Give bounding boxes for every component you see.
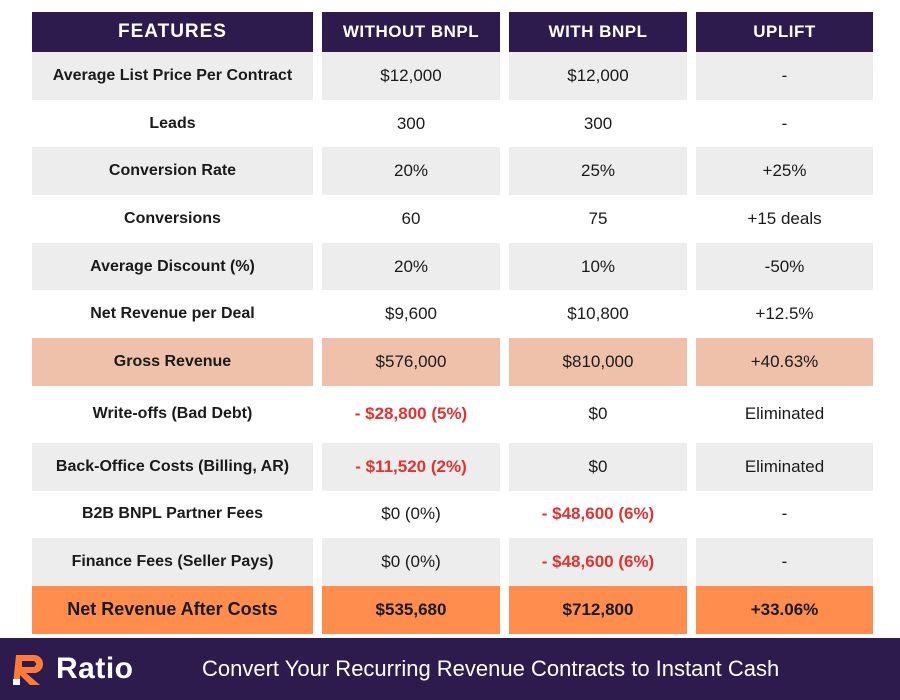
comparison-table: FEATURES WITHOUT BNPL WITH BNPL UPLIFT A… <box>32 12 874 634</box>
uplift-value: - <box>696 99 873 148</box>
feature-label: Conversion Rate <box>32 147 313 196</box>
table-header: FEATURES WITHOUT BNPL WITH BNPL UPLIFT <box>32 12 874 52</box>
with-value: $10,800 <box>509 290 687 339</box>
uplift-value: Eliminated <box>696 442 873 491</box>
logo-text: Ratio <box>56 652 134 685</box>
uplift-value: - <box>696 490 873 539</box>
without-value: 20% <box>322 242 500 291</box>
with-value: $810,000 <box>509 338 687 386</box>
feature-label: B2B BNPL Partner Fees <box>32 490 313 539</box>
uplift-value: +12.5% <box>696 290 873 339</box>
table-row: Net Revenue per Deal $9,600 $10,800 +12.… <box>32 290 874 339</box>
header-without-bnpl: WITHOUT BNPL <box>322 12 500 52</box>
without-value: $9,600 <box>322 290 500 339</box>
without-value: 300 <box>322 99 500 148</box>
without-value: - $11,520 (2%) <box>322 442 500 491</box>
with-value: 10% <box>509 242 687 291</box>
with-value: $12,000 <box>509 52 687 100</box>
with-value: - $48,600 (6%) <box>509 538 687 586</box>
table-row: Conversions 60 75 +15 deals <box>32 195 874 243</box>
gross-revenue-row: Gross Revenue $576,000 $810,000 +40.63% <box>32 338 874 386</box>
with-value: 300 <box>509 99 687 148</box>
feature-label: Write-offs (Bad Debt) <box>32 385 313 443</box>
uplift-value: +25% <box>696 147 873 196</box>
with-value: 25% <box>509 147 687 196</box>
table-row: Average List Price Per Contract $12,000 … <box>32 52 874 100</box>
uplift-value: -50% <box>696 242 873 291</box>
feature-label: Conversions <box>32 195 313 243</box>
uplift-value: Eliminated <box>696 385 873 443</box>
feature-label: Leads <box>32 99 313 148</box>
table-row: Finance Fees (Seller Pays) $0 (0%) - $48… <box>32 538 874 586</box>
uplift-value: +40.63% <box>696 338 873 386</box>
with-value: $712,800 <box>509 585 687 634</box>
uplift-value: +15 deals <box>696 195 873 243</box>
table-row: Write-offs (Bad Debt) - $28,800 (5%) $0 … <box>32 385 874 443</box>
feature-label: Back-Office Costs (Billing, AR) <box>32 442 313 491</box>
table-row: Conversion Rate 20% 25% +25% <box>32 147 874 196</box>
without-value: - $28,800 (5%) <box>322 385 500 443</box>
with-value: $0 <box>509 385 687 443</box>
uplift-value: - <box>696 538 873 586</box>
table-row: B2B BNPL Partner Fees $0 (0%) - $48,600 … <box>32 490 874 539</box>
feature-label: Net Revenue per Deal <box>32 290 313 339</box>
table-row: Leads 300 300 - <box>32 99 874 148</box>
without-value: $535,680 <box>322 585 500 634</box>
ratio-r-icon <box>13 655 43 685</box>
table-row: Back-Office Costs (Billing, AR) - $11,52… <box>32 442 874 491</box>
ratio-logo: Ratio <box>10 649 180 689</box>
uplift-value: +33.06% <box>696 585 873 634</box>
header-with-bnpl: WITH BNPL <box>509 12 687 52</box>
without-value: $576,000 <box>322 338 500 386</box>
without-value: $12,000 <box>322 52 500 100</box>
with-value: $0 <box>509 442 687 491</box>
header-features: FEATURES <box>32 12 313 52</box>
net-revenue-row: Net Revenue After Costs $535,680 $712,80… <box>32 585 874 634</box>
without-value: 20% <box>322 147 500 196</box>
without-value: $0 (0%) <box>322 490 500 539</box>
feature-label: Net Revenue After Costs <box>32 585 313 634</box>
with-value: 75 <box>509 195 687 243</box>
tagline: Convert Your Recurring Revenue Contracts… <box>202 656 780 681</box>
with-value: - $48,600 (6%) <box>509 490 687 539</box>
header-uplift: UPLIFT <box>696 12 873 52</box>
table-row: Average Discount (%) 20% 10% -50% <box>32 242 874 291</box>
uplift-value: - <box>696 52 873 100</box>
feature-label: Finance Fees (Seller Pays) <box>32 538 313 586</box>
without-value: 60 <box>322 195 500 243</box>
footer-banner: Ratio Convert Your Recurring Revenue Con… <box>0 638 900 700</box>
feature-label: Average Discount (%) <box>32 242 313 291</box>
feature-label: Gross Revenue <box>32 338 313 386</box>
without-value: $0 (0%) <box>322 538 500 586</box>
feature-label: Average List Price Per Contract <box>32 52 313 100</box>
